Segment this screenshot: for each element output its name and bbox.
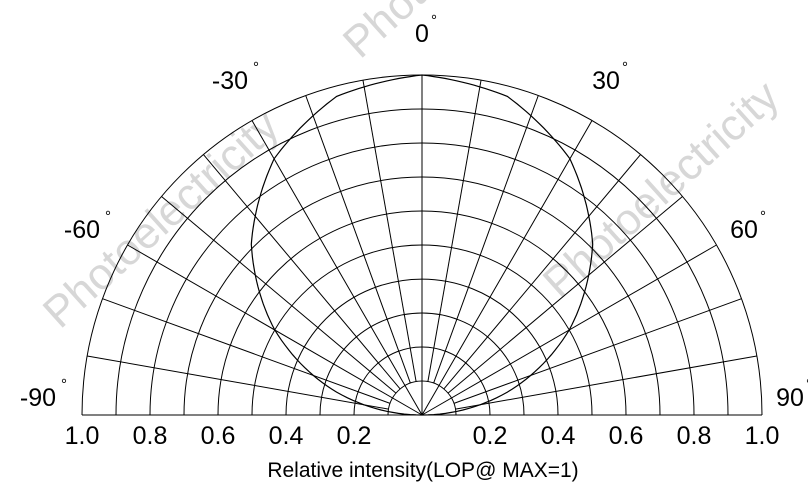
- polar-grid: [81, 74, 763, 416]
- radial-tick-label-right: 0.2: [473, 422, 508, 450]
- angular-grid-spoke: [251, 120, 423, 416]
- angular-grid-spoke: [453, 298, 742, 404]
- radial-tick-label-right: 1.0: [745, 422, 780, 450]
- angular-grid-spoke: [433, 95, 539, 384]
- watermark-layer: PhotoelectricityPhotoelectricityPhotoele…: [34, 0, 789, 337]
- angle-degree-symbol: °: [253, 59, 259, 76]
- angle-tick-label: -60: [64, 216, 100, 244]
- angle-degree-symbol: °: [61, 376, 67, 393]
- radial-tick-label-right: 0.6: [609, 422, 644, 450]
- angular-grid-spoke: [102, 298, 391, 404]
- radial-tick-label-right: 0.4: [541, 422, 576, 450]
- angular-grid-spoke: [421, 120, 593, 416]
- angle-tick-label: 60: [730, 216, 758, 244]
- angular-grid-spoke: [427, 80, 482, 382]
- angle-tick-label: 90: [776, 384, 804, 412]
- radial-tick-label-right: 0.8: [677, 422, 712, 450]
- radial-tick-label-left: 0.2: [337, 422, 372, 450]
- angular-grid-spoke: [203, 154, 401, 390]
- x-axis-label: Relative intensity(LOP@ MAX=1): [267, 459, 578, 482]
- angle-tick-label: -30: [212, 67, 248, 95]
- radial-tick-label-left: 1.0: [65, 422, 100, 450]
- angle-degree-symbol: °: [431, 12, 437, 29]
- radial-tick-label-left: 0.6: [201, 422, 236, 450]
- angular-grid-spoke: [443, 154, 641, 390]
- intensity-series-line: [250, 74, 594, 416]
- angle-tick-label: 30: [592, 67, 620, 95]
- angle-tick-labels: -90°-60°-30°0°30°60°90°: [20, 12, 808, 412]
- angle-tick-label: 0: [415, 20, 429, 48]
- angle-degree-symbol: °: [622, 59, 628, 76]
- watermark-text: Photoelectricity: [534, 71, 789, 307]
- intensity-curve: [250, 74, 594, 416]
- angle-degree-symbol: °: [760, 208, 766, 225]
- angular-grid-spoke: [87, 355, 389, 410]
- watermark-text: Photoelectricity: [334, 0, 589, 67]
- angular-grid-spoke: [362, 80, 417, 382]
- angle-degree-symbol: °: [105, 208, 111, 225]
- angular-grid-spoke: [455, 355, 757, 410]
- angular-grid-spoke: [305, 95, 411, 384]
- radial-tick-label-left: 0.8: [133, 422, 168, 450]
- angle-degree-symbol: °: [806, 376, 808, 393]
- angular-grid-spoke: [161, 196, 397, 394]
- angular-grid-spoke: [447, 196, 683, 394]
- angle-tick-label: -90: [20, 384, 56, 412]
- radial-tick-label-left: 0.4: [269, 422, 304, 450]
- radial-tick-labels: 1.0 0.8 0.6 0.4 0.2 0.2 0.4 0.6 0.8 1.0: [65, 422, 780, 450]
